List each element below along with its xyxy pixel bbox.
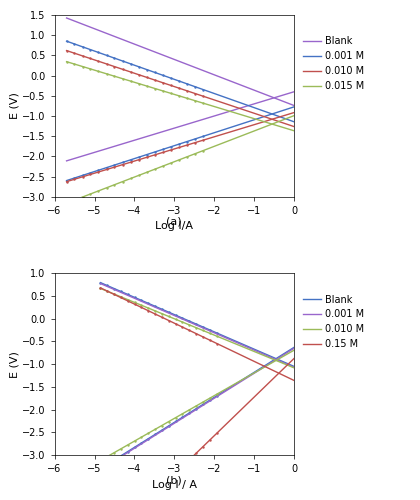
0.015 M [200,148,205,154]
Blank [257,366,262,372]
0.15 M [257,390,262,396]
0.010 M [291,110,297,116]
Blank [172,125,177,131]
0.001 M [172,142,177,148]
0.001 M [191,408,196,414]
Blank [64,158,69,164]
0.001 M [190,409,195,415]
Line: 0.015 M: 0.015 M [66,116,294,203]
Blank [191,408,196,414]
0.001 M [286,106,291,112]
0.010 M [190,405,195,411]
0.010 M [286,111,291,117]
0.001 M [291,104,297,110]
0.001 M [257,367,262,373]
0.001 M [187,138,192,143]
0.15 M [213,432,218,438]
0.001 M [287,348,292,354]
0.15 M [291,356,297,362]
0.15 M [287,360,292,366]
Line: 0.010 M: 0.010 M [100,350,294,461]
0.010 M [257,367,262,373]
Title: (b): (b) [166,475,182,485]
Blank [173,124,178,130]
0.001 M [200,134,205,140]
0.010 M [291,347,297,353]
Title: (a): (a) [166,217,182,227]
0.010 M [172,146,177,152]
Blank [98,466,103,471]
Blank [200,116,205,122]
0.010 M [213,392,218,398]
0.001 M [98,466,103,472]
Blank [291,89,297,95]
Blank [287,348,292,354]
Blank [187,120,192,126]
Line: 0.15 M: 0.15 M [100,358,294,500]
0.015 M [291,112,297,118]
X-axis label: Log I/A: Log I/A [155,222,193,232]
0.010 M [187,142,192,148]
0.001 M [203,401,208,407]
Blank [190,408,195,414]
0.015 M [250,128,255,134]
Line: 0.001 M: 0.001 M [100,348,294,470]
0.010 M [173,146,178,152]
0.010 M [191,404,196,410]
X-axis label: Log I / A: Log I / A [152,480,197,490]
Legend: Blank, 0.001 M, 0.010 M, 0.015 M: Blank, 0.001 M, 0.010 M, 0.015 M [301,34,366,93]
0.010 M [203,398,208,404]
0.010 M [200,138,205,143]
0.015 M [64,200,69,206]
0.001 M [250,117,255,123]
0.015 M [286,115,291,121]
Blank [250,101,255,107]
0.010 M [64,178,69,184]
Line: Blank: Blank [100,348,294,469]
Blank [203,400,208,406]
0.010 M [287,350,292,356]
Blank [213,394,218,400]
0.001 M [291,346,297,352]
0.010 M [250,122,255,128]
Y-axis label: E (V): E (V) [9,350,19,378]
0.010 M [98,458,103,464]
0.001 M [173,142,178,148]
0.015 M [187,153,192,159]
Y-axis label: E (V): E (V) [9,92,19,120]
Blank [286,90,291,96]
Line: 0.001 M: 0.001 M [66,107,294,180]
0.015 M [173,158,178,164]
0.001 M [213,394,218,400]
Legend: Blank, 0.001 M, 0.010 M, 0.15 M: Blank, 0.001 M, 0.010 M, 0.15 M [301,292,366,351]
0.001 M [64,178,69,184]
0.15 M [190,454,195,460]
Line: Blank: Blank [66,92,294,161]
0.015 M [172,158,177,164]
0.15 M [191,453,196,459]
0.15 M [203,442,208,448]
Blank [291,344,297,350]
Line: 0.010 M: 0.010 M [66,112,294,182]
